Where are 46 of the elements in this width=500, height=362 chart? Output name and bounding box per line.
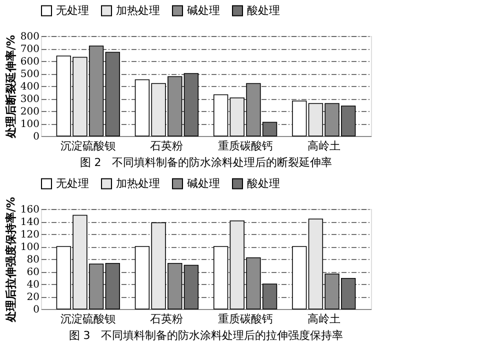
y-tick-label: 60 xyxy=(26,267,40,278)
y-axis-title: 处理后断裂延伸率/% xyxy=(4,34,18,140)
legend-label: 碱处理 xyxy=(187,176,220,190)
bar xyxy=(213,94,228,136)
bar xyxy=(105,262,120,310)
bar xyxy=(105,52,120,136)
text: 图 2 不同填料制备的防水涂料处理后的断裂延伸率 xyxy=(80,156,332,169)
y-tick-label: 40 xyxy=(26,280,40,290)
bar xyxy=(292,100,307,136)
legend-label: 酸处理 xyxy=(247,4,280,17)
y-tick-label: 300 xyxy=(20,94,40,105)
bar xyxy=(184,264,199,310)
legend-label: 酸处理 xyxy=(247,176,280,190)
legend-label: 碱处理 xyxy=(187,4,220,17)
x-tick-label: 重质碳酸钙 xyxy=(218,312,273,326)
y-tick-label: 20 xyxy=(26,292,40,303)
y-tick-label: 140 xyxy=(20,217,40,228)
legend-label: 无处理 xyxy=(56,176,89,190)
x-tick-label: 石英粉 xyxy=(150,312,184,326)
y-tick-label: 800 xyxy=(20,32,40,42)
y-tick-label: 700 xyxy=(20,44,40,55)
bar xyxy=(213,246,228,310)
y-tick-label: 500 xyxy=(20,69,40,80)
x-tick-label: 重质碳酸钙 xyxy=(218,140,273,152)
x-tick-label: 石英粉 xyxy=(150,140,184,152)
y-tick-label: 0 xyxy=(33,304,40,316)
bar xyxy=(292,246,307,310)
x-tick-label: 沉淀硫酸钡 xyxy=(60,312,116,326)
y-tick-label: 0 xyxy=(33,132,40,142)
x-tick-label: 沉淀硫酸钡 xyxy=(60,140,116,152)
x-tick-label: 高岭土 xyxy=(307,140,340,152)
y-tick-label: 160 xyxy=(20,204,40,216)
y-tick-label: 120 xyxy=(20,230,40,240)
y-tick-label: 400 xyxy=(20,82,40,92)
y-tick-label: 200 xyxy=(20,106,40,118)
legend-label: 无处理 xyxy=(56,4,89,17)
legend-label: 加热处理 xyxy=(116,4,160,17)
y-tick-label: 100 xyxy=(20,119,40,130)
y-axis-title: 处理后拉伸强度保持率/% xyxy=(4,196,18,324)
y-tick-label: 600 xyxy=(20,56,40,68)
bar xyxy=(184,73,199,136)
y-tick-label: 80 xyxy=(26,254,40,266)
x-tick-label: 高岭土 xyxy=(307,312,340,326)
y-tick-label: 100 xyxy=(20,242,40,253)
text: 图 3 不同填料制备的防水涂料处理后的拉伸强度保持率 xyxy=(68,329,344,342)
legend-label: 加热处理 xyxy=(116,176,160,190)
